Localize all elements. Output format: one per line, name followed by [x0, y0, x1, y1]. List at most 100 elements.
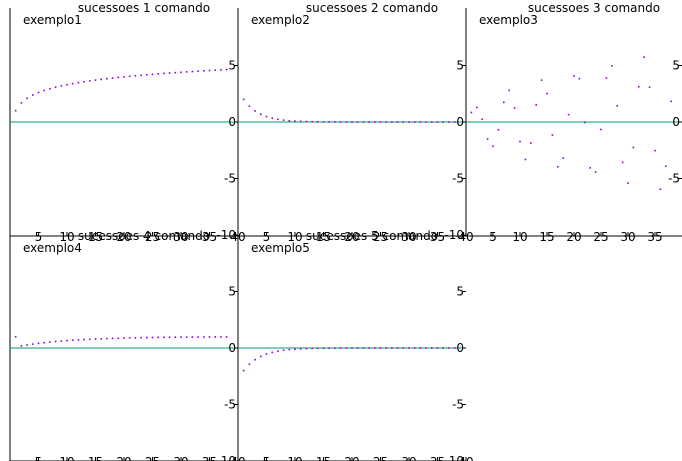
data-point — [71, 82, 74, 85]
x-tick-label: 30 — [173, 230, 188, 244]
data-point — [368, 121, 370, 123]
x-tick-label: 5 — [263, 230, 271, 244]
data-point — [271, 351, 273, 354]
data-point — [106, 77, 108, 80]
data-point — [32, 94, 34, 96]
y-tick-label: -10 — [444, 228, 464, 242]
data-point — [14, 335, 17, 338]
data-point — [299, 348, 302, 350]
data-point — [191, 70, 194, 73]
data-point — [448, 121, 450, 123]
data-point — [643, 56, 645, 58]
data-point — [351, 121, 353, 123]
x-tick-label: 10 — [59, 230, 74, 244]
data-point — [77, 339, 80, 341]
x-tick-label: 40 — [458, 230, 473, 244]
data-point — [419, 347, 422, 349]
data-point — [260, 355, 262, 358]
data-point — [305, 347, 308, 350]
data-point — [248, 105, 251, 107]
data-point — [584, 121, 586, 124]
data-point — [627, 182, 629, 184]
panel-title: sucessoes 4 comando — [78, 229, 210, 243]
data-point — [134, 337, 137, 339]
x-tick-label: 35 — [430, 455, 445, 461]
y-tick-label: 5 — [228, 59, 236, 73]
data-point — [185, 336, 188, 338]
data-point — [128, 75, 131, 78]
x-tick-label: 25 — [593, 230, 608, 244]
data-point — [66, 339, 68, 342]
data-point — [351, 347, 353, 349]
panel-2: 5 0 -5 -10 5 10 15 20 25 30 35 40 sucessoes 2 comand… — [237, 1, 474, 244]
series-label: exemplo1 — [23, 13, 82, 27]
data-point — [20, 345, 23, 347]
data-point — [37, 342, 40, 345]
data-point — [453, 347, 456, 349]
data-point — [123, 337, 125, 339]
data-point — [654, 149, 656, 152]
x-tick-label: 30 — [401, 455, 416, 461]
panel-title: sucessoes 2 comando — [306, 1, 438, 15]
data-point — [345, 347, 348, 349]
x-tick-label: 10 — [512, 230, 527, 244]
data-point — [305, 120, 308, 123]
data-point — [379, 121, 382, 123]
data-point — [334, 121, 336, 123]
data-point — [140, 336, 142, 339]
data-point — [254, 358, 256, 361]
series-label: exemplo4 — [23, 241, 82, 255]
data-point — [442, 347, 444, 349]
x-tick-label: 25 — [373, 230, 388, 244]
data-point — [448, 347, 450, 349]
data-point — [362, 121, 365, 123]
data-point — [374, 347, 376, 349]
data-point — [396, 121, 399, 123]
data-point — [328, 347, 330, 349]
data-point — [621, 161, 624, 164]
data-point — [71, 339, 74, 342]
data-point — [322, 121, 325, 123]
data-point — [26, 344, 28, 346]
data-point — [425, 347, 427, 349]
data-point — [111, 77, 114, 79]
data-point — [265, 353, 268, 355]
data-point — [368, 347, 370, 349]
data-point — [146, 336, 148, 339]
data-point — [535, 104, 537, 106]
data-point — [203, 336, 205, 338]
x-tick-label: 5 — [35, 230, 43, 244]
data-point — [413, 347, 416, 349]
data-point — [396, 347, 399, 349]
data-point — [20, 102, 23, 104]
data-point — [391, 121, 393, 123]
x-tick-label: 5 — [35, 455, 43, 461]
data-point — [174, 71, 177, 74]
data-point — [567, 113, 570, 116]
data-point — [180, 336, 182, 338]
data-point — [436, 121, 439, 123]
x-tick-label: 35 — [430, 230, 445, 244]
data-point — [14, 109, 17, 112]
data-point — [214, 69, 216, 72]
x-tick-label: 15 — [539, 230, 554, 244]
data-point — [508, 89, 510, 92]
data-point — [157, 336, 159, 339]
data-point — [408, 121, 410, 123]
x-tick-label: 5 — [263, 455, 271, 461]
x-tick-label: 10 — [59, 455, 74, 461]
data-point — [339, 347, 342, 349]
data-point — [89, 338, 91, 341]
data-point — [49, 341, 51, 343]
panel-3: 5 0 -5 5 10 15 20 25 30 35 sucessoes 3 comandoexem… — [465, 1, 682, 244]
y-tick-label: 0 — [456, 115, 464, 129]
data-point — [362, 347, 365, 349]
data-point — [248, 363, 251, 366]
data-point — [334, 347, 336, 349]
data-point — [203, 70, 205, 72]
data-point — [111, 337, 114, 340]
data-point — [431, 347, 433, 349]
x-tick-label: 20 — [116, 455, 131, 461]
data-point — [77, 81, 80, 84]
